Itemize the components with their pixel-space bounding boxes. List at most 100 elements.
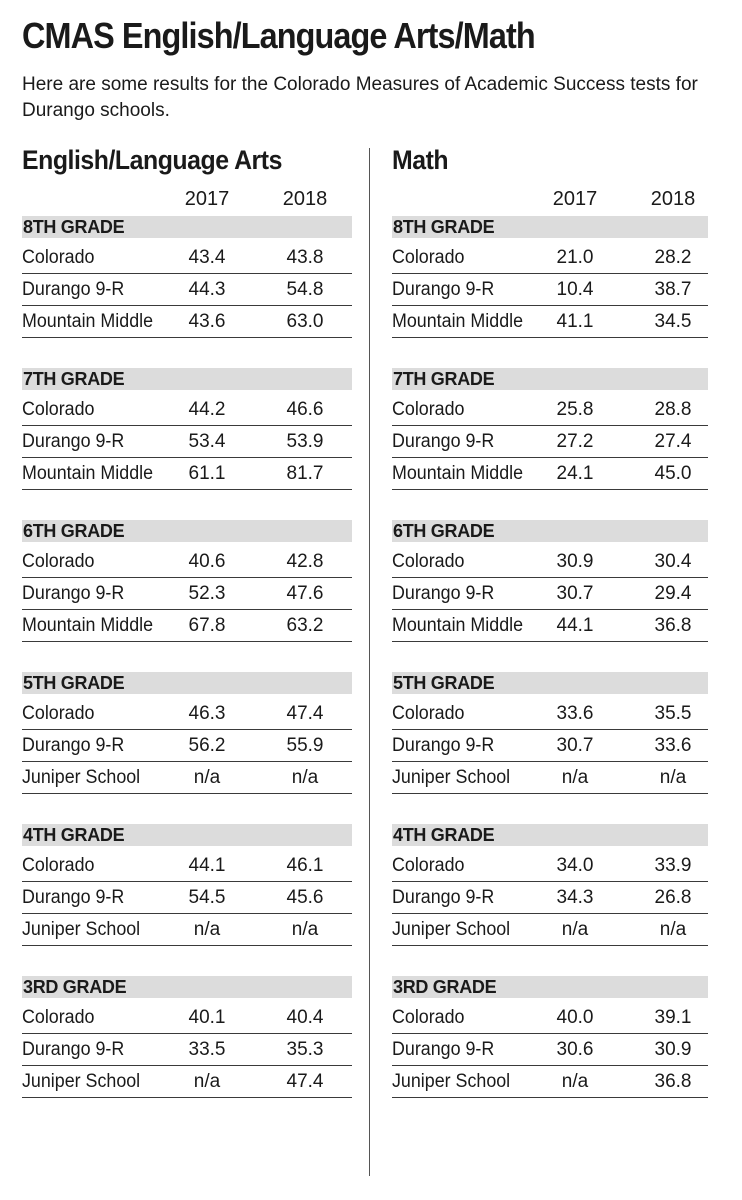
school-name: Durango 9-R <box>392 1039 495 1060</box>
table-row: Durango 9-R 34.3 26.8 <box>392 882 708 914</box>
school-name: Durango 9-R <box>22 583 125 604</box>
math-grade-groups: 8TH GRADE Colorado 21.0 28.2 Durango 9-R 10.4… <box>392 216 708 1098</box>
score-cell: 21.0 <box>556 247 594 268</box>
score-cell: 47.6 <box>286 583 324 604</box>
math-year-header: 2017 2018 <box>392 180 708 216</box>
school-name: Colorado <box>22 551 95 572</box>
score-cell: 30.9 <box>556 551 594 572</box>
year-label: 2018 <box>650 188 696 210</box>
score-cell: n/a <box>561 767 589 788</box>
score-cell: 33.6 <box>654 735 692 756</box>
grade-header: 3RD GRADE <box>22 976 352 998</box>
table-row: Juniper School n/a n/a <box>392 762 708 794</box>
grade-header: 7TH GRADE <box>392 368 708 390</box>
score-cell: 30.4 <box>654 551 692 572</box>
table-row: Durango 9-R 56.2 55.9 <box>22 730 352 762</box>
score-cell: 44.3 <box>188 279 226 300</box>
score-cell: 26.8 <box>654 887 692 908</box>
score-cell: 45.0 <box>654 463 692 484</box>
score-cell: 47.4 <box>286 703 324 724</box>
school-name: Colorado <box>392 399 465 420</box>
math-panel-title: Math <box>392 145 449 175</box>
score-cell: 10.4 <box>556 279 594 300</box>
school-name: Colorado <box>22 855 95 876</box>
table-row: Durango 9-R 30.6 30.9 <box>392 1034 708 1066</box>
score-cell: 43.6 <box>188 311 226 332</box>
table-row: Colorado 40.6 42.8 <box>22 546 352 578</box>
grade-group: 3RD GRADE Colorado 40.1 40.4 Durango 9-R 33.5… <box>22 976 352 1098</box>
table-row: Colorado 44.1 46.1 <box>22 850 352 882</box>
score-cell: 54.5 <box>188 887 226 908</box>
grade-header: 4TH GRADE <box>22 824 352 846</box>
grade-header: 8TH GRADE <box>22 216 352 238</box>
table-row: Mountain Middle 41.1 34.5 <box>392 306 708 338</box>
grade-group: 6TH GRADE Colorado 30.9 30.4 Durango 9-R 30.7… <box>392 520 708 642</box>
table-row: Durango 9-R 27.2 27.4 <box>392 426 708 458</box>
score-cell: 40.0 <box>556 1007 594 1028</box>
school-name: Juniper School <box>22 919 141 940</box>
table-row: Mountain Middle 67.8 63.2 <box>22 610 352 642</box>
score-cell: 55.9 <box>286 735 324 756</box>
score-cell: 33.5 <box>188 1039 226 1060</box>
score-cell: 45.6 <box>286 887 324 908</box>
score-cell: 35.3 <box>286 1039 324 1060</box>
score-cell: 40.6 <box>188 551 226 572</box>
school-name: Mountain Middle <box>392 615 524 636</box>
score-cell: 29.4 <box>654 583 692 604</box>
table-row: Colorado 44.2 46.6 <box>22 394 352 426</box>
column-divider <box>369 148 370 1176</box>
table-row: Colorado 33.6 35.5 <box>392 698 708 730</box>
grade-header: 8TH GRADE <box>392 216 708 238</box>
page-subtitle: Here are some results for the Colorado M… <box>22 74 698 121</box>
score-cell: n/a <box>659 767 687 788</box>
score-cell: 25.8 <box>556 399 594 420</box>
score-cell: n/a <box>193 1071 221 1092</box>
score-cell: n/a <box>561 1071 589 1092</box>
score-cell: n/a <box>193 919 221 940</box>
school-name: Colorado <box>22 399 95 420</box>
score-cell: 28.2 <box>654 247 692 268</box>
grade-header: 6TH GRADE <box>392 520 708 542</box>
school-name: Mountain Middle <box>22 615 154 636</box>
school-name: Durango 9-R <box>392 887 495 908</box>
score-cell: 44.2 <box>188 399 226 420</box>
year-label: 2017 <box>184 188 230 210</box>
table-row: Juniper School n/a n/a <box>392 914 708 946</box>
grade-group: 5TH GRADE Colorado 33.6 35.5 Durango 9-R 30.7… <box>392 672 708 794</box>
grade-group: 8TH GRADE Colorado 21.0 28.2 Durango 9-R 10.4… <box>392 216 708 338</box>
score-cell: 40.1 <box>188 1007 226 1028</box>
score-cell: 34.3 <box>556 887 594 908</box>
table-row: Mountain Middle 24.1 45.0 <box>392 458 708 490</box>
table-row: Durango 9-R 52.3 47.6 <box>22 578 352 610</box>
score-cell: 63.2 <box>286 615 324 636</box>
school-name: Durango 9-R <box>392 431 495 452</box>
score-cell: 30.6 <box>556 1039 594 1060</box>
table-row: Colorado 46.3 47.4 <box>22 698 352 730</box>
table-row: Colorado 30.9 30.4 <box>392 546 708 578</box>
ela-year-header: 2017 2018 <box>22 180 352 216</box>
table-row: Juniper School n/a 36.8 <box>392 1066 708 1098</box>
score-cell: n/a <box>193 767 221 788</box>
score-cell: 41.1 <box>556 311 594 332</box>
school-name: Durango 9-R <box>22 887 125 908</box>
ela-grade-groups: 8TH GRADE Colorado 43.4 43.8 Durango 9-R 44.3… <box>22 216 352 1098</box>
score-cell: n/a <box>291 767 319 788</box>
school-name: Durango 9-R <box>392 735 495 756</box>
grade-header: 5TH GRADE <box>392 672 708 694</box>
ela-panel-title: English/Language Arts <box>22 145 282 175</box>
school-name: Juniper School <box>22 767 141 788</box>
score-cell: 33.9 <box>654 855 692 876</box>
table-row: Durango 9-R 33.5 35.3 <box>22 1034 352 1066</box>
score-cell: 28.8 <box>654 399 692 420</box>
school-name: Colorado <box>22 247 95 268</box>
school-name: Colorado <box>392 551 465 572</box>
score-cell: 36.8 <box>654 1071 692 1092</box>
grade-header: 3RD GRADE <box>392 976 708 998</box>
table-row: Colorado 40.1 40.4 <box>22 1002 352 1034</box>
score-cell: n/a <box>291 919 319 940</box>
score-cell: 56.2 <box>188 735 226 756</box>
grade-header: 7TH GRADE <box>22 368 352 390</box>
table-row: Mountain Middle 43.6 63.0 <box>22 306 352 338</box>
table-row: Mountain Middle 61.1 81.7 <box>22 458 352 490</box>
score-cell: 46.6 <box>286 399 324 420</box>
